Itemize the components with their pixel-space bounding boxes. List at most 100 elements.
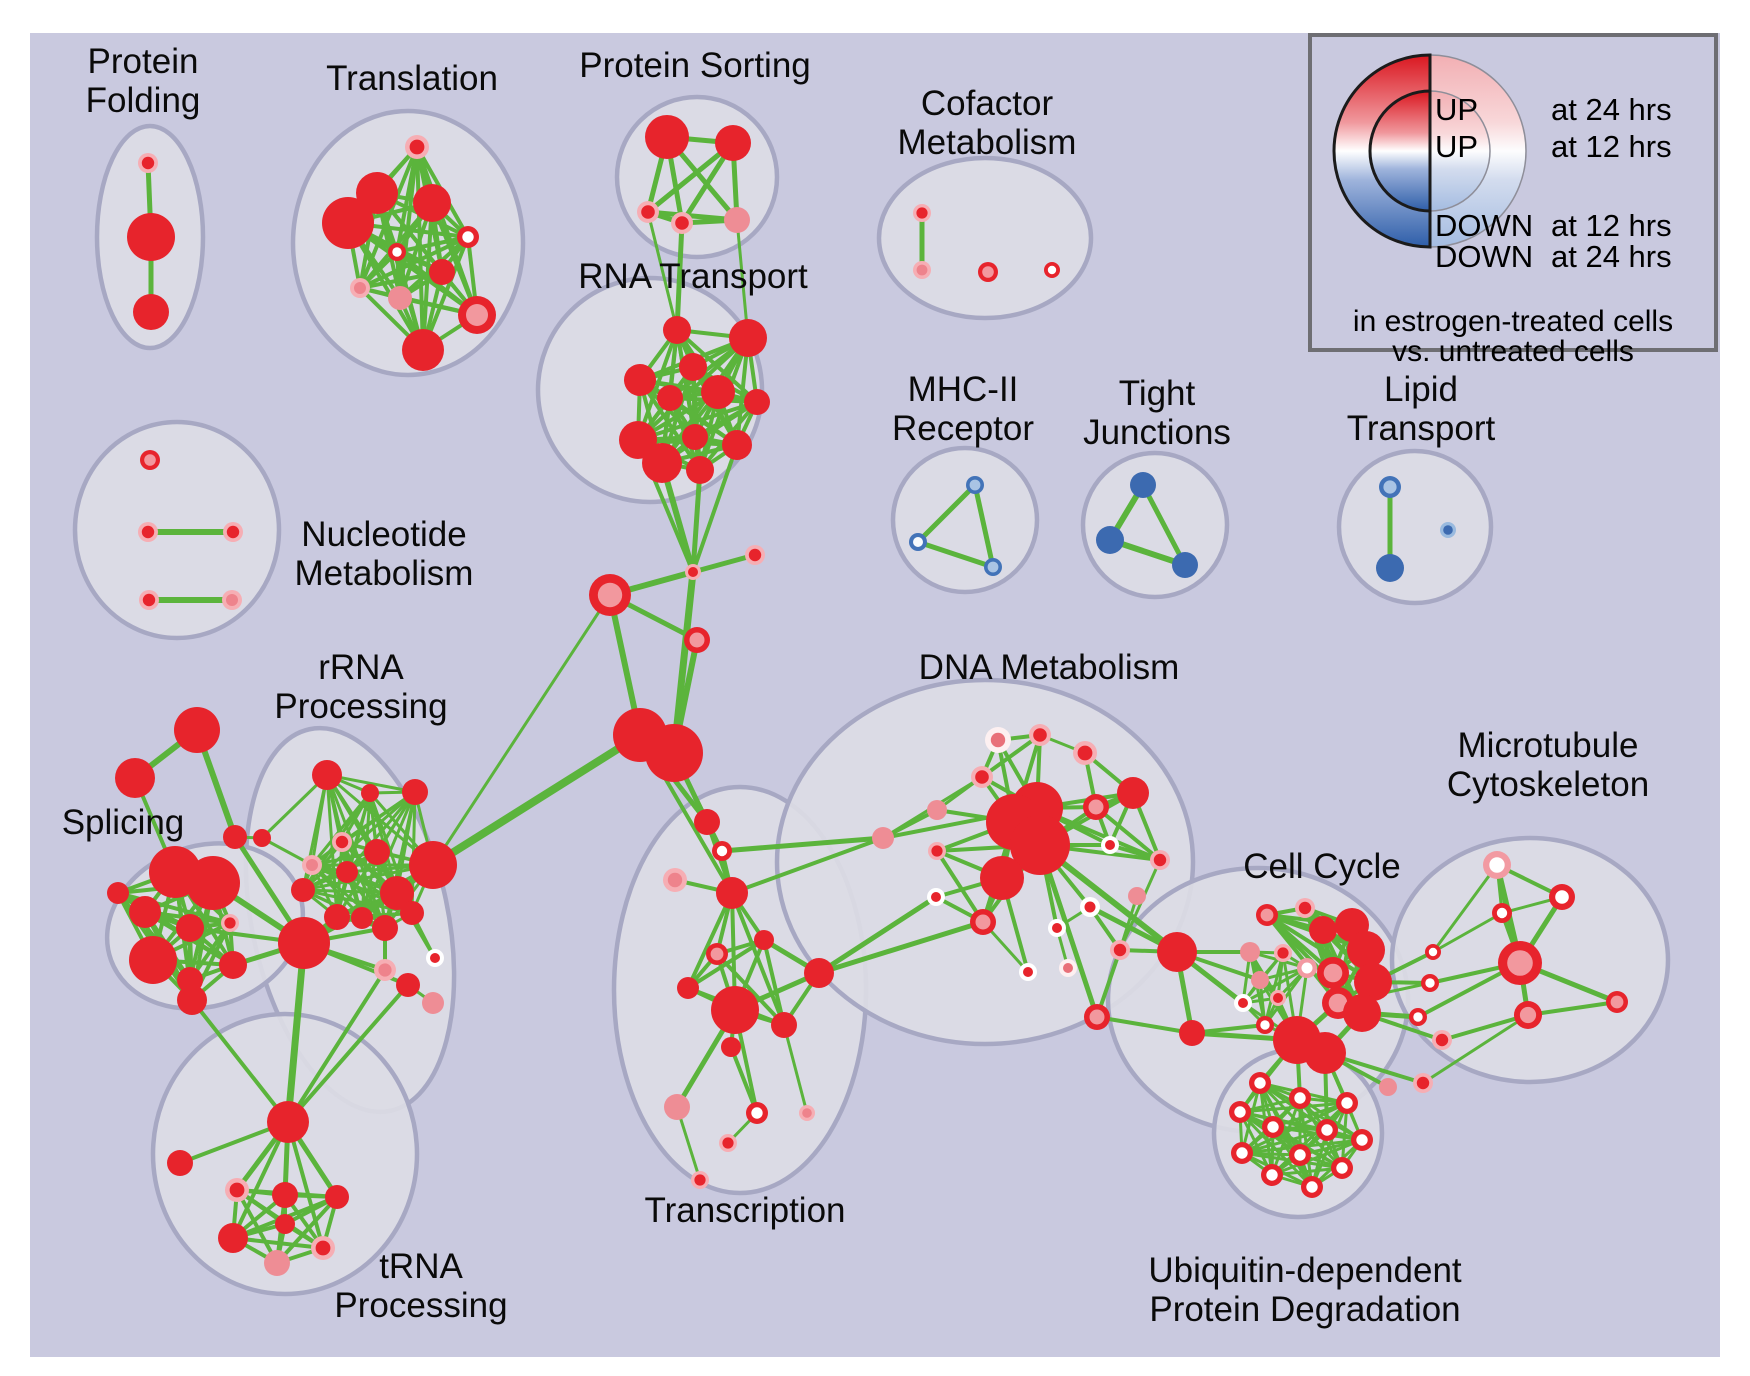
gene-node-d15[interactable] xyxy=(970,909,996,935)
gene-node-t10[interactable] xyxy=(402,329,444,371)
gene-node-r5[interactable] xyxy=(364,839,390,865)
gene-node-rn6[interactable] xyxy=(744,389,770,415)
gene-node-t4[interactable] xyxy=(457,226,479,248)
gene-node-d4[interactable] xyxy=(927,800,947,820)
gene-node-sp9[interactable] xyxy=(107,882,129,904)
gene-node-r13[interactable] xyxy=(253,829,271,847)
gene-node-tg1[interactable] xyxy=(115,758,155,798)
gene-node-r4[interactable] xyxy=(302,855,322,875)
gene-node-c11[interactable] xyxy=(1270,990,1286,1006)
gene-node-t2[interactable] xyxy=(413,184,451,222)
gene-node-sp1[interactable] xyxy=(186,856,240,910)
gene-node-r10[interactable] xyxy=(351,907,373,929)
gene-node-t0[interactable] xyxy=(405,135,429,159)
gene-node-c0[interactable] xyxy=(1256,904,1278,926)
gene-node-rn0[interactable] xyxy=(663,316,691,344)
gene-node-d0[interactable] xyxy=(985,727,1011,753)
gene-node-c17[interactable] xyxy=(1343,994,1381,1032)
gene-node-rn1[interactable] xyxy=(729,319,767,357)
gene-node-d18[interactable] xyxy=(1128,887,1146,905)
gene-node-b0[interactable] xyxy=(872,827,894,849)
gene-node-r3[interactable] xyxy=(332,832,352,852)
gene-node-u6[interactable] xyxy=(1351,1129,1373,1151)
gene-node-x4[interactable] xyxy=(754,930,774,950)
gene-node-pf1[interactable] xyxy=(127,213,175,261)
gene-node-m1[interactable] xyxy=(1549,884,1575,910)
gene-node-d12[interactable] xyxy=(1150,850,1170,870)
gene-node-c21[interactable] xyxy=(1432,1030,1452,1050)
gene-node-q2[interactable] xyxy=(984,558,1002,576)
gene-node-d3[interactable] xyxy=(971,766,993,788)
gene-node-c10[interactable] xyxy=(1251,971,1269,989)
gene-node-x14[interactable] xyxy=(719,1134,737,1152)
gene-node-r14[interactable] xyxy=(278,917,330,969)
gene-node-tg2[interactable] xyxy=(223,825,247,849)
gene-node-m2[interactable] xyxy=(1492,903,1512,923)
gene-node-t1[interactable] xyxy=(356,172,398,214)
gene-node-rn9[interactable] xyxy=(722,430,752,460)
gene-node-c4[interactable] xyxy=(1347,931,1385,969)
gene-node-u7[interactable] xyxy=(1231,1142,1253,1164)
gene-node-q1[interactable] xyxy=(909,533,927,551)
gene-node-d24[interactable] xyxy=(1179,1020,1205,1046)
gene-node-sp7[interactable] xyxy=(219,951,247,979)
gene-node-r9[interactable] xyxy=(324,904,350,930)
gene-node-tr0[interactable] xyxy=(267,1101,309,1143)
gene-node-l1[interactable] xyxy=(1376,554,1404,582)
gene-node-r11[interactable] xyxy=(372,915,398,941)
gene-node-c13[interactable] xyxy=(1256,1016,1274,1034)
gene-node-ch0[interactable] xyxy=(685,564,701,580)
gene-node-u2[interactable] xyxy=(1336,1092,1358,1114)
gene-node-d2[interactable] xyxy=(1073,741,1097,765)
gene-node-tr4[interactable] xyxy=(325,1185,349,1209)
gene-node-m0[interactable] xyxy=(1483,851,1511,879)
gene-node-t6[interactable] xyxy=(429,259,455,285)
gene-node-cf0[interactable] xyxy=(913,204,931,222)
gene-node-x13[interactable] xyxy=(799,1105,815,1121)
gene-node-u11[interactable] xyxy=(1301,1176,1323,1198)
gene-node-t5[interactable] xyxy=(388,243,406,261)
gene-node-t9[interactable] xyxy=(458,296,496,334)
gene-node-x0[interactable] xyxy=(694,809,720,835)
gene-node-ch1[interactable] xyxy=(745,545,765,565)
gene-node-tr5[interactable] xyxy=(218,1223,248,1253)
gene-node-pf2[interactable] xyxy=(133,294,169,330)
gene-node-tr6[interactable] xyxy=(264,1250,290,1276)
gene-node-l0[interactable] xyxy=(1379,476,1401,498)
gene-node-d19[interactable] xyxy=(1110,940,1130,960)
gene-node-tr2[interactable] xyxy=(225,1178,249,1202)
gene-node-cf3[interactable] xyxy=(1044,262,1060,278)
gene-node-nm4[interactable] xyxy=(222,590,242,610)
gene-node-t8[interactable] xyxy=(388,286,412,310)
gene-node-rn3[interactable] xyxy=(624,364,656,396)
gene-node-d10[interactable] xyxy=(980,856,1024,900)
gene-node-rn5[interactable] xyxy=(701,375,735,409)
gene-node-r17[interactable] xyxy=(396,973,420,997)
gene-node-j1[interactable] xyxy=(1096,526,1124,554)
gene-node-r16[interactable] xyxy=(374,959,396,981)
gene-node-ch3[interactable] xyxy=(684,627,710,653)
gene-node-r18[interactable] xyxy=(422,992,444,1014)
gene-node-r19[interactable] xyxy=(291,878,315,902)
gene-node-s0[interactable] xyxy=(645,115,689,159)
gene-node-c7[interactable] xyxy=(1297,958,1317,978)
gene-node-c9[interactable] xyxy=(1354,963,1392,1001)
gene-node-nm0[interactable] xyxy=(140,450,160,470)
gene-node-c22[interactable] xyxy=(1413,1073,1433,1093)
gene-node-u0[interactable] xyxy=(1249,1072,1271,1094)
gene-node-r6[interactable] xyxy=(336,861,358,883)
gene-node-rn2[interactable] xyxy=(679,353,707,381)
gene-node-rn4[interactable] xyxy=(657,385,683,411)
gene-node-r2[interactable] xyxy=(402,779,428,805)
gene-node-d11[interactable] xyxy=(1101,836,1119,854)
gene-node-c23[interactable] xyxy=(1379,1078,1397,1096)
gene-node-tg0[interactable] xyxy=(174,707,220,753)
gene-node-c12[interactable] xyxy=(1234,994,1252,1012)
gene-node-x3[interactable] xyxy=(716,877,748,909)
gene-node-u9[interactable] xyxy=(1331,1157,1353,1179)
gene-node-x1[interactable] xyxy=(712,841,732,861)
gene-node-nm2[interactable] xyxy=(223,522,243,542)
gene-node-ch2[interactable] xyxy=(589,574,631,616)
gene-node-d21[interactable] xyxy=(1059,959,1077,977)
gene-node-s3[interactable] xyxy=(671,212,693,234)
